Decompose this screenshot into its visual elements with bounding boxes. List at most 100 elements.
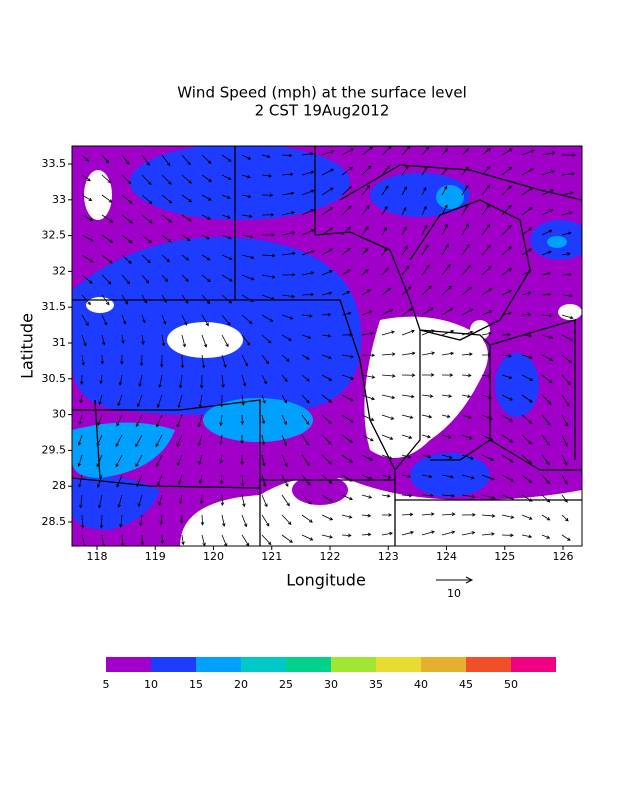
wind-arrow xyxy=(341,166,354,176)
wind-arrow xyxy=(139,514,143,527)
x-tick-label: 121 xyxy=(261,550,282,563)
wind-arrow xyxy=(381,513,393,517)
wind-arrow xyxy=(281,273,296,277)
wind-arrow xyxy=(201,354,206,369)
wind-arrow xyxy=(501,332,511,337)
wind-arrow xyxy=(341,454,354,463)
wind-arrow xyxy=(81,234,94,242)
wind-arrow xyxy=(96,474,103,488)
wind-arrow xyxy=(561,314,574,320)
wind-arrow xyxy=(481,394,493,400)
wind-arrow xyxy=(501,494,515,501)
wind-arrow xyxy=(160,534,165,544)
wind-arrow xyxy=(177,394,183,409)
wind-arrow xyxy=(101,174,112,184)
x-tick-label: 125 xyxy=(494,550,515,563)
wind-arrow xyxy=(521,374,534,381)
wind-arrow xyxy=(181,214,192,222)
plot-frame xyxy=(71,145,583,547)
wind-arrow xyxy=(159,354,164,368)
wind-arrow xyxy=(101,334,106,346)
wind-arrow xyxy=(481,434,494,441)
wind-arrow xyxy=(461,531,476,536)
wind-arrow xyxy=(121,254,132,264)
wind-arrow xyxy=(501,267,513,276)
wind-arrow xyxy=(441,414,451,419)
wind-arrow xyxy=(521,333,533,338)
wind-arrow xyxy=(241,334,251,346)
wind-arrow xyxy=(541,494,551,503)
wind-arrow xyxy=(181,174,192,184)
wind-arrow xyxy=(441,434,452,439)
y-tick-label: 33 xyxy=(52,193,66,206)
wind-arrow xyxy=(97,414,103,426)
wind-arrow xyxy=(421,351,436,356)
wind-arrow xyxy=(361,353,376,358)
wind-arrow xyxy=(201,294,211,305)
wind-arrow xyxy=(161,174,172,185)
wind-arrow xyxy=(121,274,131,285)
wind-arrow xyxy=(541,250,552,256)
wind-arrow xyxy=(561,252,571,256)
wind-arrow xyxy=(241,294,254,302)
wind-arrow xyxy=(561,434,568,447)
y-tick-label: 32.5 xyxy=(42,229,67,242)
wind-arrow xyxy=(198,394,203,409)
wind-arrow xyxy=(121,194,133,204)
wind-arrow xyxy=(181,154,191,166)
wind-arrow xyxy=(180,354,185,369)
wind-arrow xyxy=(321,334,332,338)
colorbar-swatch xyxy=(331,657,376,672)
wind-arrow xyxy=(77,434,83,446)
wind-arrow xyxy=(421,434,431,439)
wind-arrow xyxy=(341,185,353,196)
wind-arrow xyxy=(381,394,396,400)
wind-arrow xyxy=(401,414,414,419)
y-tick-label: 31 xyxy=(52,336,66,349)
wind-arrow xyxy=(421,329,435,336)
wind-arrow xyxy=(301,271,315,276)
wind-arrow xyxy=(161,194,173,204)
y-tick-label: 29.5 xyxy=(42,443,67,456)
wind-arrow xyxy=(501,414,514,422)
wind-arrow xyxy=(561,153,576,157)
wind-arrow xyxy=(181,294,189,304)
wind-arrow xyxy=(421,264,430,276)
wind-arrow xyxy=(201,334,208,348)
wind-arrow xyxy=(521,227,533,236)
wind-arrow xyxy=(181,254,190,261)
wind-arrow xyxy=(281,231,296,236)
wind-arrow xyxy=(161,334,166,347)
wind-arrow xyxy=(421,394,434,398)
wind-arrow xyxy=(341,247,351,256)
wind-arrow xyxy=(321,374,333,381)
wind-arrow xyxy=(241,174,251,179)
wind-arrow xyxy=(121,154,130,166)
wind-arrow xyxy=(98,494,103,509)
wind-arrow xyxy=(321,494,333,503)
wind-arrow xyxy=(461,352,473,356)
wind-arrow xyxy=(241,374,247,387)
wind-arrow xyxy=(121,234,133,244)
wind-arrow xyxy=(461,394,471,398)
wind-arrow xyxy=(341,226,351,236)
colorbar-label: 40 xyxy=(414,678,428,691)
title: Wind Speed (mph) at the surface level xyxy=(177,84,466,102)
colorbar-swatch xyxy=(376,657,421,672)
wind-arrow xyxy=(179,514,184,525)
wind-arrow xyxy=(381,165,390,176)
wind-arrow xyxy=(281,394,288,404)
wind-arrow xyxy=(135,454,143,468)
wind-arrow xyxy=(441,185,448,196)
colorbar-swatch xyxy=(466,657,511,672)
wind-arrow xyxy=(561,514,569,522)
wind-arrow xyxy=(521,494,533,502)
wind-arrow xyxy=(321,187,334,196)
wind-arrows xyxy=(77,146,576,546)
wind-arrow xyxy=(115,434,123,447)
reference-label: 10 xyxy=(447,587,461,600)
wind-arrow xyxy=(381,287,392,296)
wind-arrow xyxy=(481,353,492,357)
wind-arrow xyxy=(281,211,295,216)
